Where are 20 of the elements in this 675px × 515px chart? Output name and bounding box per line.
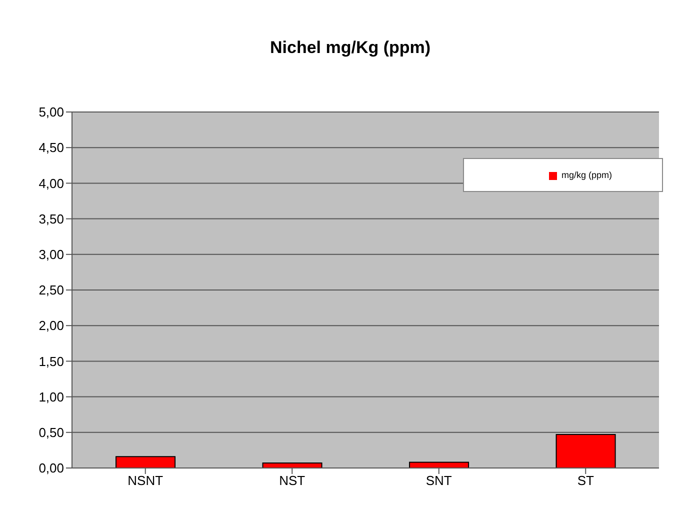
y-tick-label: 5,00 (38, 104, 64, 120)
y-tick-label: 0,50 (38, 425, 64, 440)
bar (556, 434, 616, 468)
y-tick-label: 1,50 (38, 354, 64, 369)
bar (116, 456, 176, 468)
y-tick-label: 3,50 (38, 211, 64, 226)
y-tick-label: 2,50 (38, 282, 64, 298)
x-tick-label: SNT (426, 473, 452, 488)
y-tick-label: 1,00 (38, 389, 64, 404)
x-tick-label: NST (279, 473, 306, 488)
y-tick-label: 4,50 (38, 140, 64, 156)
chart-title: Nichel mg/Kg (ppm) (269, 38, 432, 58)
y-tick-label: 3,00 (38, 247, 64, 262)
x-tick-label: NSNT (128, 473, 164, 488)
bar (262, 462, 322, 468)
y-tick-label: 4,00 (38, 176, 64, 191)
y-tick-label: 0,00 (38, 460, 64, 476)
y-tick-label: 2,00 (38, 318, 64, 334)
x-tick-label: ST (577, 473, 594, 488)
legend-label: mg/kg (ppm) (561, 170, 612, 180)
